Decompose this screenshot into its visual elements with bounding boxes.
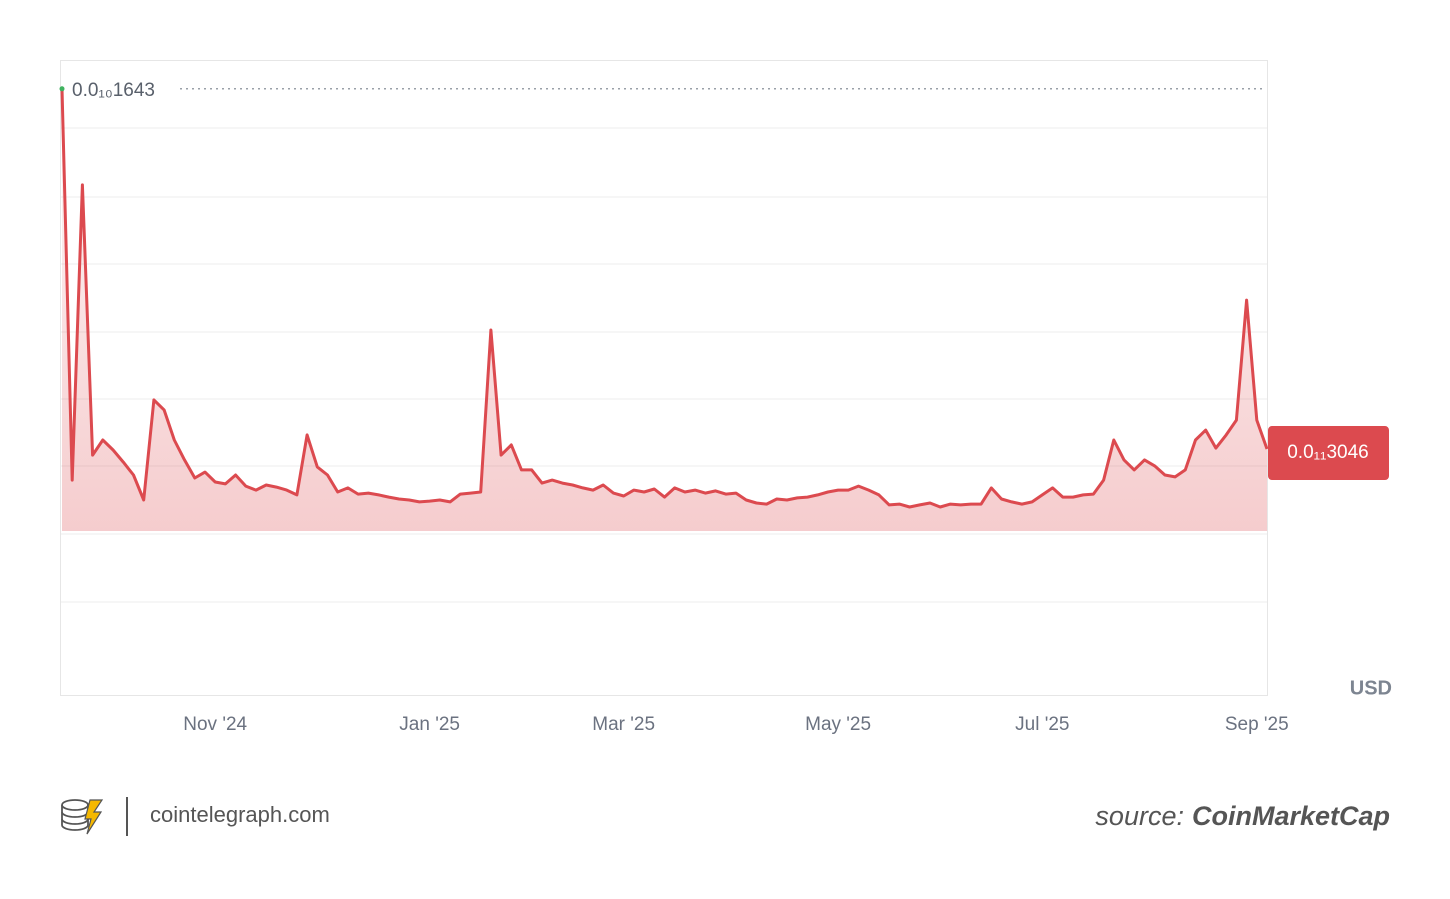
x-tick-label: Sep '25	[1225, 714, 1289, 735]
source: source: CoinMarketCap	[1095, 801, 1390, 831]
logo	[61, 799, 104, 835]
area	[62, 88, 1267, 532]
grid	[61, 127, 1267, 603]
max-dot	[59, 86, 65, 92]
max-label: 0.0₁₀1643	[72, 80, 155, 101]
source-prefix: source:	[1095, 801, 1184, 831]
x-tick-label: Jul '25	[1015, 714, 1069, 735]
price-line	[60, 88, 1269, 509]
source-name: CoinMarketCap	[1192, 801, 1390, 831]
last-price-tag	[1268, 426, 1389, 481]
last-price-label: 0.0₁₁3046	[1287, 442, 1369, 463]
x-tick-label: Jan '25	[399, 714, 460, 735]
x-tick-label: May '25	[805, 714, 871, 735]
x-tick-label: Nov '24	[183, 714, 247, 735]
footer: cointelegraph.com source: CoinMarketCap	[61, 797, 1390, 836]
site-name: cointelegraph.com	[150, 802, 330, 827]
x-tick-label: Mar '25	[592, 714, 655, 735]
plot-frame	[60, 60, 1268, 696]
currency-label: USD	[1350, 677, 1392, 699]
